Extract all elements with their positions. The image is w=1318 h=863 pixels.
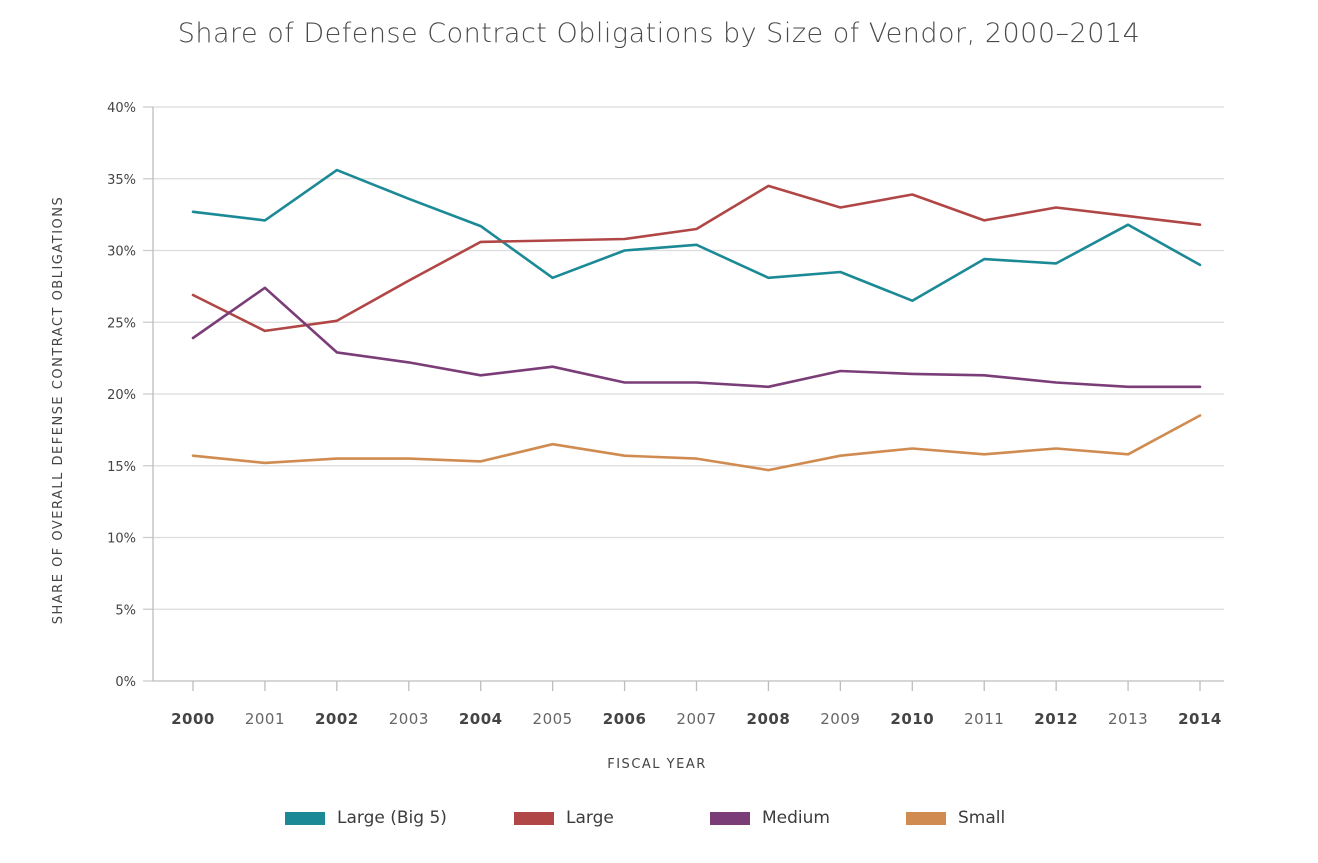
series-lines xyxy=(191,168,1202,472)
y-tick-label: 40% xyxy=(107,101,136,116)
x-tick-label: 2003 xyxy=(389,710,429,728)
legend-item: Medium xyxy=(710,804,830,832)
y-tick-label: 0% xyxy=(115,675,136,690)
legend-item: Small xyxy=(906,804,1005,832)
y-tick-label: 15% xyxy=(107,460,136,475)
x-tick-label: 2007 xyxy=(676,710,716,728)
x-tick-label: 2013 xyxy=(1108,710,1148,728)
y-tick-label: 30% xyxy=(107,245,136,260)
series-line-large xyxy=(191,184,1202,333)
y-tick-label: 35% xyxy=(107,173,136,188)
legend-item: Large xyxy=(514,804,614,832)
y-tick-label: 25% xyxy=(107,316,136,331)
y-tick-labels: 0% 5% 10% 15% 20% 25% 30% 35% 40% xyxy=(107,101,136,690)
y-axis-label: SHARE OF OVERALL DEFENSE CONTRACT OBLIGA… xyxy=(51,196,66,624)
series-line-small xyxy=(191,414,1202,472)
x-tick-label: 2010 xyxy=(890,710,934,728)
x-tick-label: 2001 xyxy=(245,710,285,728)
x-tick-label: 2009 xyxy=(820,710,860,728)
grid-lines xyxy=(143,106,1224,682)
legend-item: Large (Big 5) xyxy=(285,804,447,832)
legend-label: Large xyxy=(566,808,614,828)
x-tick-label: 2005 xyxy=(533,710,573,728)
axes xyxy=(152,107,1224,691)
chart-title: Share of Defense Contract Obligations by… xyxy=(177,18,1141,49)
legend-swatch xyxy=(906,811,946,825)
legend-label: Large (Big 5) xyxy=(337,808,447,828)
legend-label: Medium xyxy=(762,808,830,828)
x-tick-label: 2014 xyxy=(1178,710,1222,728)
x-axis-label: FISCAL YEAR xyxy=(607,757,707,772)
chart-legend: Large (Big 5) Large Medium Small xyxy=(0,804,1318,832)
series-line-medium xyxy=(191,286,1202,389)
x-tick-label: 2008 xyxy=(747,710,791,728)
legend-swatch xyxy=(514,811,554,825)
x-tick-label: 2000 xyxy=(171,710,215,728)
legend-label: Small xyxy=(958,808,1006,828)
x-tick-label: 2006 xyxy=(603,710,647,728)
x-tick-labels: 2000 2001 2002 2003 2004 2005 2006 2007 2008 2009… xyxy=(171,710,1222,728)
y-tick-label: 5% xyxy=(115,603,136,618)
x-tick-label: 2002 xyxy=(315,710,359,728)
y-tick-label: 10% xyxy=(107,532,136,547)
x-tick-label: 2004 xyxy=(459,710,503,728)
y-tick-label: 20% xyxy=(107,388,136,403)
x-tick-label: 2012 xyxy=(1034,710,1078,728)
x-tick-label: 2011 xyxy=(964,710,1004,728)
legend-swatch xyxy=(710,811,750,825)
legend-swatch xyxy=(285,811,325,825)
series-line-large-big-5 xyxy=(191,168,1202,303)
